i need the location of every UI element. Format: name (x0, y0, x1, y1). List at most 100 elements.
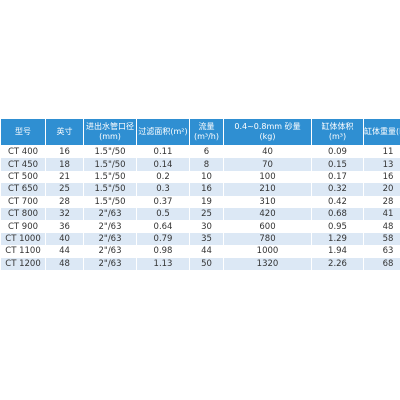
header-text: 0.4~0.8mm 砂量 (234, 122, 301, 131)
table-cell: 16 (45, 145, 84, 159)
table-cell: CT 900 (0, 220, 46, 233)
header-cell: 0.4~0.8mm 砂量 (kg) (223, 118, 312, 146)
table-cell: 1.5"/50 (83, 170, 137, 184)
table-cell: 1320 (223, 257, 312, 270)
table-cell: CT 500 (0, 170, 46, 184)
table-cell: 48 (45, 257, 84, 270)
table-row: CT 400 16 1.5"/50 0.11 6 40 0.09 11 (0, 145, 400, 159)
header-text: (kg) (259, 132, 276, 141)
table-cell: 1.5"/50 (83, 145, 137, 159)
header-cell: 缸体体积 (m³) (311, 118, 364, 146)
table-row: CT 650 25 1.5"/50 0.3 16 210 0.32 20 (0, 183, 400, 196)
table-row: CT 1000 40 2"/63 0.79 35 780 1.29 58 (0, 232, 400, 246)
table-cell: CT 1100 (0, 245, 46, 258)
header-text: 流量 (198, 122, 215, 131)
header-cell: 缸体重量(kg) (363, 118, 400, 146)
table-cell: 0.37 (136, 195, 190, 208)
table-cell: CT 400 (0, 145, 46, 159)
table-cell: 0.09 (311, 145, 364, 159)
table-wrap: 型号 英寸 进出水管口径 (mm) 过滤面积(m²) 流量 (m³/h) 0.4~0.8mm … (0, 118, 400, 282)
header-cell: 英寸 (45, 118, 84, 146)
table-cell: 0.42 (311, 195, 364, 208)
table-cell: 2"/63 (83, 257, 137, 270)
table-cell: 70 (223, 158, 312, 171)
table-cell: 1.94 (311, 245, 364, 258)
table-cell: 58 (363, 232, 400, 246)
table-cell: 310 (223, 195, 312, 208)
table-cell: 0.64 (136, 220, 190, 233)
spec-table: 型号 英寸 进出水管口径 (mm) 过滤面积(m²) 流量 (m³/h) 0.4~0.8mm … (0, 118, 400, 270)
table-cell: 11 (363, 145, 400, 159)
table-cell: 68 (363, 257, 400, 270)
header-cell: 流量 (m³/h) (189, 118, 224, 146)
table-cell: 50 (189, 257, 224, 270)
table-cell: 30 (189, 220, 224, 233)
table-row: CT 900 36 2"/63 0.64 30 600 0.95 48 (0, 220, 400, 233)
table-cell: 1.29 (311, 232, 364, 246)
table-cell: 63 (363, 245, 400, 258)
table-cell: 0.32 (311, 183, 364, 196)
table-cell: 0.68 (311, 207, 364, 221)
table-cell: 600 (223, 220, 312, 233)
table-cell: 10 (189, 170, 224, 184)
table-cell: 25 (45, 183, 84, 196)
table-row: CT 450 18 1.5"/50 0.14 8 70 0.15 13 (0, 158, 400, 171)
table-cell: 420 (223, 207, 312, 221)
table-cell: 1000 (223, 245, 312, 258)
table-cell: 0.95 (311, 220, 364, 233)
table-cell: 16 (363, 170, 400, 184)
table-cell: CT 450 (0, 158, 46, 171)
table-cell: CT 700 (0, 195, 46, 208)
table-cell: 780 (223, 232, 312, 246)
table-cell: 1.5"/50 (83, 183, 137, 196)
table-cell: 8 (189, 158, 224, 171)
table-cell: 2.26 (311, 257, 364, 270)
table-cell: 0.79 (136, 232, 190, 246)
header-cell: 型号 (0, 118, 46, 146)
table-cell: 6 (189, 145, 224, 159)
table-cell: 28 (363, 195, 400, 208)
table-cell: 19 (189, 195, 224, 208)
header-text: (m³/h) (193, 132, 219, 141)
table-cell: 0.5 (136, 207, 190, 221)
table-cell: 40 (223, 145, 312, 159)
table-cell: 20 (363, 183, 400, 196)
table-cell: 0.14 (136, 158, 190, 171)
table-cell: 21 (45, 170, 84, 184)
table-cell: 2"/63 (83, 220, 137, 233)
table-cell: CT 1200 (0, 257, 46, 270)
table-cell: 44 (45, 245, 84, 258)
header-text: 缸体重量(kg) (364, 127, 400, 136)
header-text: 缸体体积 (321, 122, 354, 131)
table-cell: CT 1000 (0, 232, 46, 246)
table-cell: 13 (363, 158, 400, 171)
header-cell: 进出水管口径 (mm) (83, 118, 137, 146)
table-cell: 100 (223, 170, 312, 184)
table-body: CT 400 16 1.5"/50 0.11 6 40 0.09 11 CT 450 18 1.5"… (0, 145, 400, 270)
header-text: 型号 (15, 127, 31, 136)
table-cell: 1.5"/50 (83, 158, 137, 171)
table-cell: 44 (189, 245, 224, 258)
table-row: CT 500 21 1.5"/50 0.2 10 100 0.17 16 (0, 170, 400, 184)
table-cell: 0.3 (136, 183, 190, 196)
table-cell: 40 (45, 232, 84, 246)
table-cell: CT 650 (0, 183, 46, 196)
header-text: (mm) (99, 132, 121, 141)
table-cell: 18 (45, 158, 84, 171)
table-cell: 0.11 (136, 145, 190, 159)
header-cell: 过滤面积(m²) (136, 118, 190, 146)
table-cell: 36 (45, 220, 84, 233)
table-cell: 210 (223, 183, 312, 196)
header-text: 英寸 (56, 127, 73, 136)
table-row: CT 800 32 2"/63 0.5 25 420 0.68 41 (0, 207, 400, 221)
header-text: 过滤面积(m²) (138, 127, 188, 136)
table-cell: 0.2 (136, 170, 190, 184)
table-cell: 2"/63 (83, 232, 137, 246)
table-cell: 16 (189, 183, 224, 196)
table-cell: 0.15 (311, 158, 364, 171)
table-cell: 28 (45, 195, 84, 208)
table-row: CT 1100 44 2"/63 0.98 44 1000 1.94 63 (0, 245, 400, 258)
header-row: 型号 英寸 进出水管口径 (mm) 过滤面积(m²) 流量 (m³/h) 0.4~0.8mm … (0, 118, 400, 146)
table-cell: 0.17 (311, 170, 364, 184)
